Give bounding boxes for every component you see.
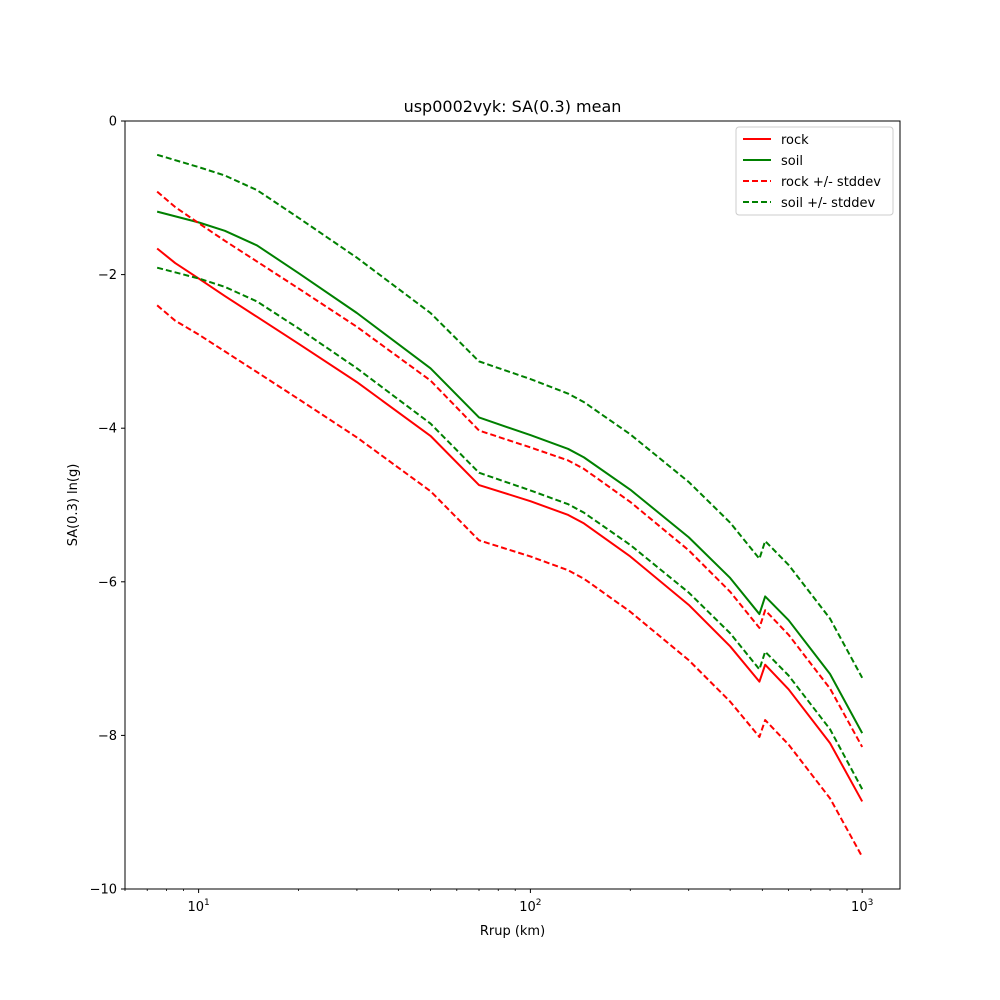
series-line-soil (156, 210, 864, 734)
y-tick-label: −6 (98, 575, 117, 590)
legend: rock soil rock +/- stddev soil +/- stddev (735, 126, 894, 216)
legend-label: rock +/- stddev (781, 175, 881, 190)
legend-label: rock (781, 133, 809, 148)
chart-title: usp0002vyk: SA(0.3) mean (404, 97, 622, 116)
y-tick-label: −2 (98, 268, 117, 283)
series-line-rock (156, 247, 864, 802)
y-tick-label: −4 (98, 422, 117, 437)
series-line-rock-stddev (156, 304, 864, 858)
y-tick-label: 0 (109, 115, 117, 130)
y-tick-label: −8 (98, 729, 117, 744)
legend-label: soil +/- stddev (781, 196, 876, 211)
x-axis-label: Rrup (km) (480, 924, 545, 939)
series-line-soil-stddev (156, 153, 864, 679)
plot-frame (124, 120, 901, 890)
series-layer (156, 153, 864, 858)
y-axis-label: SA(0.3) ln(g) (66, 464, 81, 547)
series-line-soil-stddev (156, 266, 864, 790)
legend-label: soil (781, 154, 803, 169)
legend-box (735, 126, 894, 216)
y-tick-label: −10 (90, 883, 117, 898)
series-line-rock-stddev (156, 190, 864, 748)
